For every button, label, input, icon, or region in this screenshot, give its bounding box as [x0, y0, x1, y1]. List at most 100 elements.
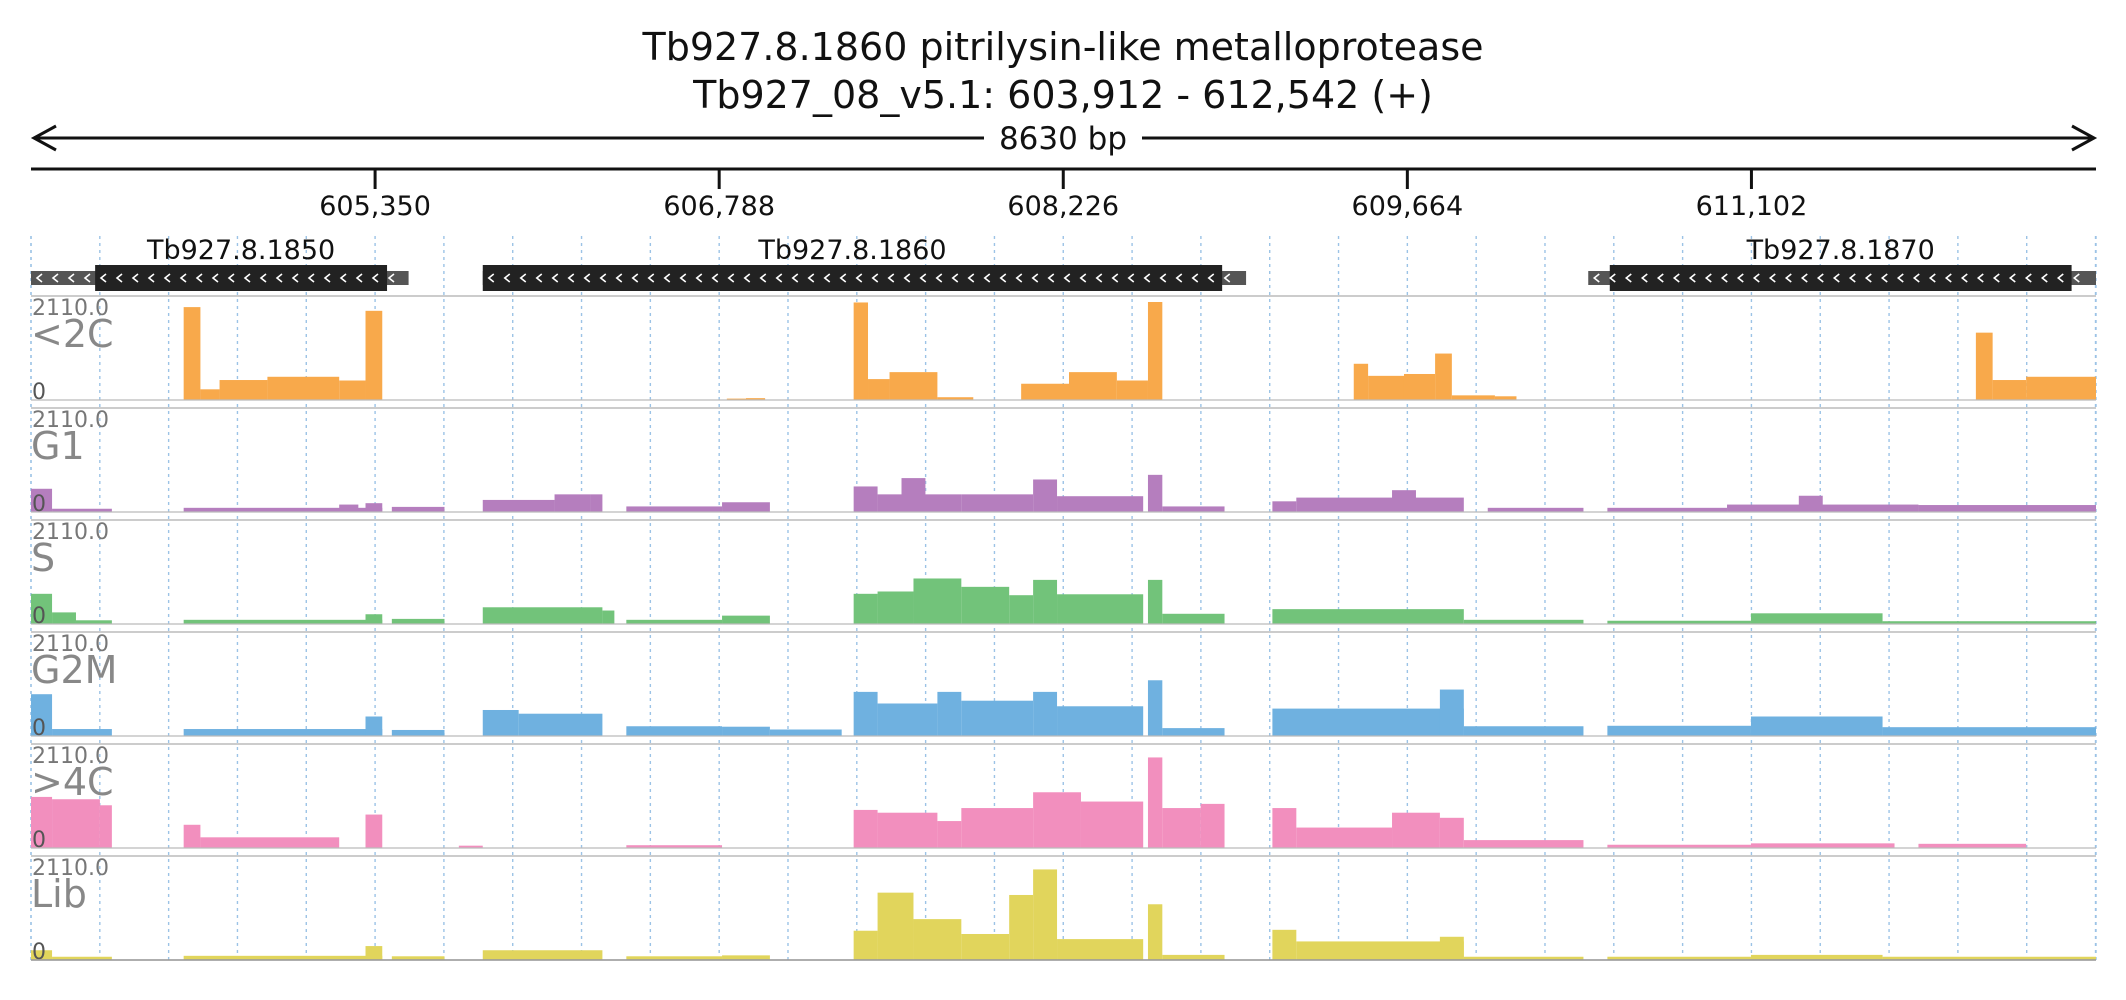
span-label: 8630 bp — [999, 121, 1127, 157]
coverage-bar — [961, 494, 1034, 512]
track-zero-label: 0 — [32, 716, 46, 741]
track-zero-label: 0 — [32, 940, 46, 965]
coverage-bar — [1392, 812, 1440, 848]
strand-chevron — [743, 273, 751, 283]
coverage-bar — [1750, 843, 1895, 848]
coverage-bar — [339, 380, 366, 400]
strand-chevron — [387, 273, 395, 283]
coverage-bar — [1607, 507, 1728, 512]
strand-chevron — [147, 273, 155, 283]
coverage-bar — [889, 372, 938, 400]
coverage-bar — [52, 956, 112, 960]
strand-chevron — [935, 273, 943, 283]
track-name: S — [31, 536, 55, 580]
coverage-bar — [365, 716, 383, 736]
strand-chevron — [1175, 273, 1183, 283]
coverage-bar — [626, 619, 723, 624]
coverage-bar — [626, 845, 723, 848]
coverage-bar — [482, 709, 519, 736]
strand-chevron — [1864, 273, 1872, 283]
strand-chevron — [1704, 273, 1712, 283]
strand-chevron — [2008, 273, 2016, 283]
strand-chevron — [1960, 273, 1968, 283]
coverage-bar — [1009, 894, 1034, 960]
coverage-bar — [1607, 620, 1751, 624]
strand-chevron — [1736, 273, 1744, 283]
coverage-bar — [726, 398, 746, 400]
strand-chevron — [227, 273, 235, 283]
strand-chevron — [663, 273, 671, 283]
coverage-bar — [1992, 380, 2027, 400]
track-name: <2C — [31, 312, 114, 356]
coverage-tracks: 2110.0<2C02110.0G102110.0S02110.0G2M0211… — [31, 295, 2096, 965]
strand-chevron — [983, 273, 991, 283]
coverage-bar — [99, 805, 112, 848]
strand-chevron — [259, 273, 267, 283]
strand-chevron — [1608, 273, 1616, 283]
strand-chevron — [1207, 273, 1215, 283]
track-max-label: 2110.0 — [32, 296, 109, 321]
coverage-bar — [868, 379, 890, 400]
strand-chevron — [583, 273, 591, 283]
strand-chevron — [1640, 273, 1648, 283]
strand-chevron — [371, 273, 379, 283]
strand-chevron — [1720, 273, 1728, 283]
coverage-bar — [1918, 505, 2096, 512]
coverage-bar — [1057, 706, 1144, 736]
coverage-bar — [1607, 956, 1751, 960]
strand-chevron — [1752, 273, 1760, 283]
coverage-bar — [200, 837, 340, 848]
coverage-bar — [853, 930, 878, 960]
strand-chevron — [615, 273, 623, 283]
strand-chevron — [1656, 273, 1664, 283]
coverage-bar — [183, 955, 383, 960]
strand-chevron — [1976, 273, 1984, 283]
strand-chevron — [1688, 273, 1696, 283]
coverage-bar — [901, 478, 926, 512]
coverage-bar — [1918, 843, 2027, 848]
span-ruler: 8630 bp — [30, 118, 2098, 157]
strand-chevron — [647, 273, 655, 283]
coverage-bar — [365, 614, 383, 624]
strand-chevron — [871, 273, 879, 283]
coverage-bar — [602, 610, 615, 624]
coverage-bar — [1162, 728, 1225, 736]
track-max-label: 2110.0 — [32, 520, 109, 545]
coordinate-axis: 605,350 606,788 608,226 609,664 611,102 — [31, 167, 2096, 222]
coverage-bar — [1057, 594, 1144, 624]
coverage-bar — [913, 578, 962, 624]
coverage-bar — [853, 691, 878, 736]
track-name: >4C — [31, 760, 114, 804]
coverage-bar — [877, 892, 914, 960]
coverage-bar — [1487, 507, 1584, 512]
strand-chevron — [839, 273, 847, 283]
strand-chevron — [1015, 273, 1023, 283]
coverage-bar — [626, 956, 723, 960]
strand-chevron — [1111, 273, 1119, 283]
coverage-bar — [1392, 490, 1416, 512]
coverage-bar — [391, 506, 445, 512]
track-zero-label: 0 — [32, 604, 46, 629]
strand-chevron — [807, 273, 815, 283]
strand-chevron — [1063, 273, 1071, 283]
strand-chevron — [727, 273, 735, 283]
coverage-bar — [1057, 939, 1144, 960]
strand-chevron — [99, 273, 107, 283]
coverage-bar — [1272, 501, 1297, 512]
coverage-bar — [1147, 579, 1163, 624]
coverage-bar — [937, 821, 962, 848]
coverage-bar — [183, 507, 383, 512]
gene-label: Tb927.8.1850 — [146, 235, 335, 266]
gene-label: Tb927.8.1870 — [1746, 235, 1935, 266]
coverage-bar — [1750, 716, 1883, 736]
axis-tick-label: 606,788 — [663, 191, 775, 222]
coverage-bar — [769, 729, 842, 736]
coverage-bar — [52, 508, 112, 512]
coverage-bar — [1727, 504, 1919, 512]
coverage-bar — [1882, 621, 2096, 624]
coverage-bar — [183, 729, 383, 736]
strand-chevron — [855, 273, 863, 283]
coverage-bar — [1162, 506, 1225, 512]
track-zero-label: 0 — [32, 492, 46, 517]
coverage-bar — [1368, 375, 1404, 400]
